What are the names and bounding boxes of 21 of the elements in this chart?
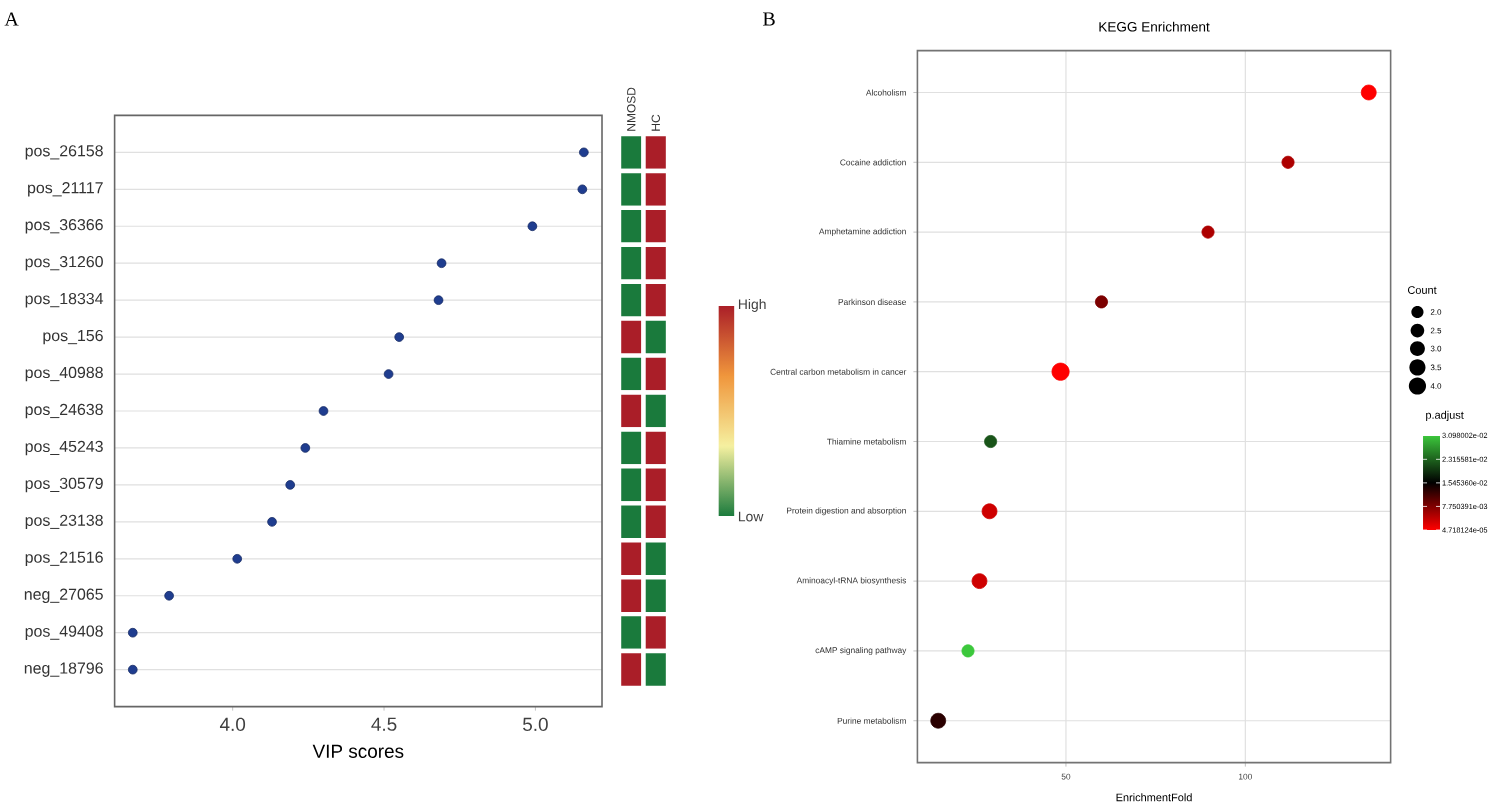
x-tick-label: 5.0 (523, 717, 548, 732)
point (318, 406, 329, 416)
x-tick-label: 4.0 (219, 717, 246, 732)
point (232, 554, 243, 564)
point (527, 221, 538, 232)
x-axis-title: VIP scores (312, 744, 404, 758)
x-tick-label: 4.5 (371, 717, 397, 731)
text: A (4, 12, 19, 26)
point (127, 627, 138, 638)
point (300, 443, 311, 453)
point (433, 295, 444, 305)
point (436, 258, 447, 268)
point (394, 332, 404, 342)
point (127, 664, 138, 675)
point (285, 480, 295, 490)
point (577, 184, 588, 195)
point (164, 590, 174, 601)
point (267, 517, 277, 527)
point (383, 369, 394, 379)
point (579, 147, 589, 158)
text: B (762, 12, 775, 26)
